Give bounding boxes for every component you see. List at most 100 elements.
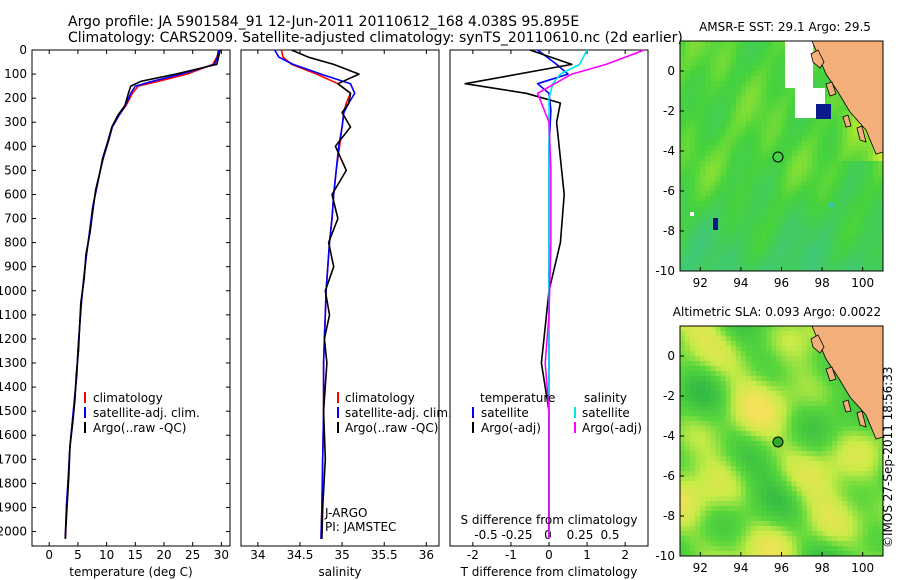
field-cell <box>817 71 823 77</box>
field-cell <box>796 156 803 162</box>
field-cell <box>705 61 711 67</box>
s-difference-axis-ticks: -0.5 -0.25 0 0.25 0.5 <box>474 528 619 542</box>
field-cell <box>685 536 691 542</box>
field-cell <box>867 156 874 162</box>
field-cell <box>745 516 752 522</box>
field-cell <box>771 41 777 47</box>
field-cell <box>740 381 747 387</box>
field-cell <box>730 336 737 342</box>
field-cell <box>700 541 706 547</box>
field-cell <box>847 506 853 512</box>
field-cell <box>756 236 762 242</box>
field-cell <box>852 166 859 172</box>
field-cell <box>761 546 767 552</box>
field-cell <box>781 451 787 457</box>
salinity-panel: 34 34.5 35 35.5 36 salinity climatology sate… <box>240 49 452 579</box>
field-cell <box>751 121 757 127</box>
field-cell <box>862 181 869 187</box>
field-cell <box>690 446 696 452</box>
field-cell <box>842 396 848 402</box>
field-cell <box>842 496 848 502</box>
field-cell <box>771 236 777 242</box>
field-cell <box>715 66 721 72</box>
field-cell <box>740 66 747 72</box>
field-cell <box>700 466 706 472</box>
field-cell <box>781 341 787 347</box>
field-cell <box>735 486 742 492</box>
field-cell <box>740 121 747 127</box>
field-cell <box>771 481 777 487</box>
field-cell <box>735 416 742 422</box>
field-cell <box>761 246 767 252</box>
field-cell <box>811 501 818 507</box>
field-cell <box>776 111 782 117</box>
field-cell <box>690 106 696 112</box>
field-cell <box>705 526 711 532</box>
field-cell <box>781 266 787 272</box>
field-cell <box>817 496 823 502</box>
field-cell <box>771 241 777 247</box>
field-cell <box>776 191 782 197</box>
field-cell <box>695 491 701 497</box>
field-cell <box>776 121 782 127</box>
field-cell <box>872 456 879 462</box>
field-cell <box>847 141 853 147</box>
field-cell <box>806 121 813 127</box>
field-cell <box>811 46 818 52</box>
field-cell <box>725 251 732 257</box>
field-cell <box>837 226 843 232</box>
field-cell <box>776 486 782 492</box>
field-cell <box>756 246 762 252</box>
field-cell <box>817 256 823 262</box>
field-cell <box>791 101 798 107</box>
field-cell <box>776 56 782 62</box>
field-cell <box>857 501 864 507</box>
field-cell <box>801 146 808 152</box>
field-cell <box>705 491 711 497</box>
field-cell <box>685 441 691 447</box>
field-cell <box>725 146 732 152</box>
field-cell <box>771 376 777 382</box>
field-cell <box>801 406 808 412</box>
field-cell <box>725 366 732 372</box>
field-cell <box>801 206 808 212</box>
field-cell <box>817 446 823 452</box>
field-cell <box>776 61 782 67</box>
field-cell <box>705 486 711 492</box>
field-cell <box>791 156 798 162</box>
field-cell <box>680 221 686 227</box>
field-cell <box>730 436 737 442</box>
field-cell <box>796 226 803 232</box>
field-cell <box>872 466 879 472</box>
field-cell <box>725 101 732 107</box>
field-cell <box>796 196 803 202</box>
field-cell <box>791 161 798 167</box>
field-cell <box>725 431 732 437</box>
field-cell <box>710 166 716 172</box>
field-cell <box>766 356 772 362</box>
field-cell <box>685 246 691 252</box>
field-cell <box>862 216 869 222</box>
field-cell <box>827 456 833 462</box>
field-cell <box>685 51 691 57</box>
field-cell <box>852 226 859 232</box>
field-cell <box>781 231 787 237</box>
field-cell <box>867 501 874 507</box>
field-cell <box>685 91 691 97</box>
field-cell <box>715 516 721 522</box>
field-cell <box>730 146 737 152</box>
field-cell <box>720 246 727 252</box>
field-cell <box>700 326 706 332</box>
field-cell <box>827 161 833 167</box>
field-cell <box>761 266 767 272</box>
field-cell <box>715 241 721 247</box>
field-cell <box>817 516 823 522</box>
field-cell <box>685 266 691 272</box>
field-cell <box>740 191 747 197</box>
field-cell <box>786 156 793 162</box>
field-cell <box>761 476 767 482</box>
field-cell <box>745 141 752 147</box>
field-cell <box>827 431 833 437</box>
field-cell <box>715 381 721 387</box>
field-cell <box>710 396 716 402</box>
